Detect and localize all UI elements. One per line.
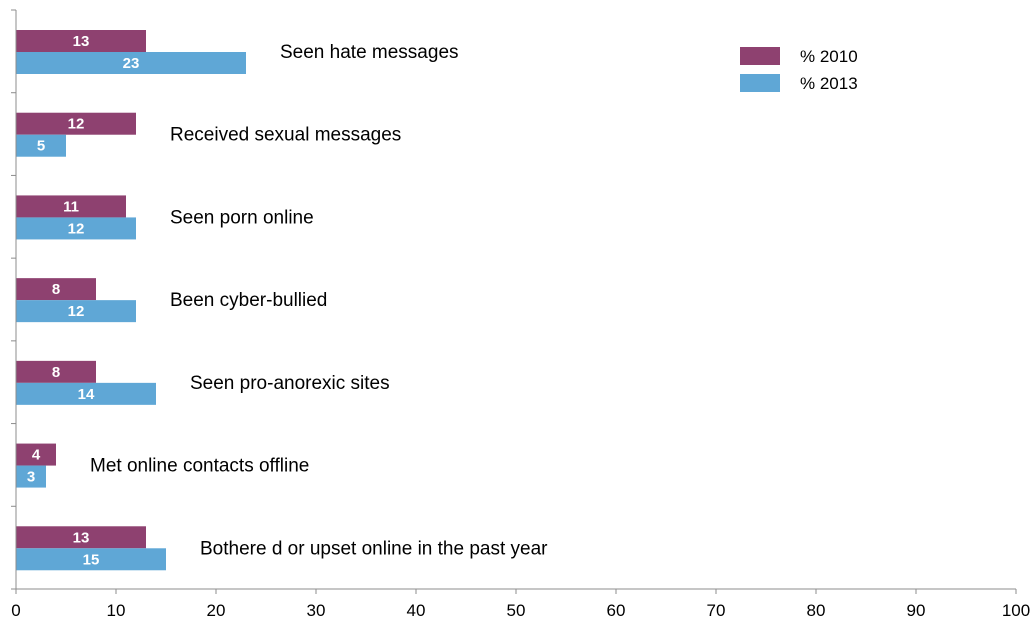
data-label: 12	[68, 116, 85, 133]
bar-2010-6	[16, 526, 146, 549]
x-tick-label: 20	[207, 601, 226, 620]
bar-2010-1	[16, 112, 136, 135]
data-label: 5	[37, 138, 45, 155]
data-label: 12	[68, 303, 85, 320]
bar-2010-5	[16, 443, 56, 466]
bar-2013-4	[16, 382, 156, 405]
x-tick-label: 40	[407, 601, 426, 620]
bar-2013-3	[16, 300, 136, 323]
legend-label: % 2013	[800, 74, 858, 93]
data-label: 11	[63, 198, 79, 215]
bar-2013-5	[16, 465, 46, 488]
category-label: Received sexual messages	[170, 125, 401, 146]
data-label: 4	[32, 447, 41, 464]
data-label: 12	[68, 220, 85, 237]
data-label: 14	[78, 386, 95, 403]
data-label: 13	[73, 33, 90, 50]
bar-2010-3	[16, 278, 96, 301]
data-label: 3	[27, 469, 35, 486]
legend-swatch-2010	[740, 47, 780, 65]
category-label: Seen porn online	[170, 207, 314, 228]
x-tick-label: 30	[307, 601, 326, 620]
data-label: 23	[123, 55, 140, 72]
category-label: Seen pro-anorexic sites	[190, 373, 390, 394]
bar-2010-0	[16, 30, 146, 52]
category-label: Met online contacts offline	[90, 456, 309, 477]
bar-2010-2	[16, 195, 126, 218]
data-label: 15	[83, 551, 100, 568]
x-tick-label: 0	[11, 601, 20, 620]
bar-2013-0	[16, 52, 246, 74]
x-tick-label: 90	[907, 601, 926, 620]
x-tick-label: 70	[707, 601, 726, 620]
legend-swatch-2013	[740, 74, 780, 92]
bar-2010-4	[16, 360, 96, 383]
category-label: Bothere d or upset online in the past ye…	[200, 538, 548, 559]
x-tick-label: 50	[507, 601, 526, 620]
bar-2013-1	[16, 134, 66, 157]
x-tick-label: 80	[807, 601, 826, 620]
data-label: 13	[73, 529, 90, 546]
x-tick-label: 100	[1002, 601, 1030, 620]
category-label: Seen hate messages	[280, 42, 459, 63]
bar-2013-2	[16, 217, 136, 240]
legend-label: % 2010	[800, 47, 858, 66]
category-label: Been cyber-bullied	[170, 290, 327, 311]
bar-2013-6	[16, 548, 166, 571]
data-label: 8	[52, 281, 60, 298]
data-label: 8	[52, 364, 60, 381]
x-tick-label: 60	[607, 601, 626, 620]
x-tick-label: 10	[107, 601, 126, 620]
